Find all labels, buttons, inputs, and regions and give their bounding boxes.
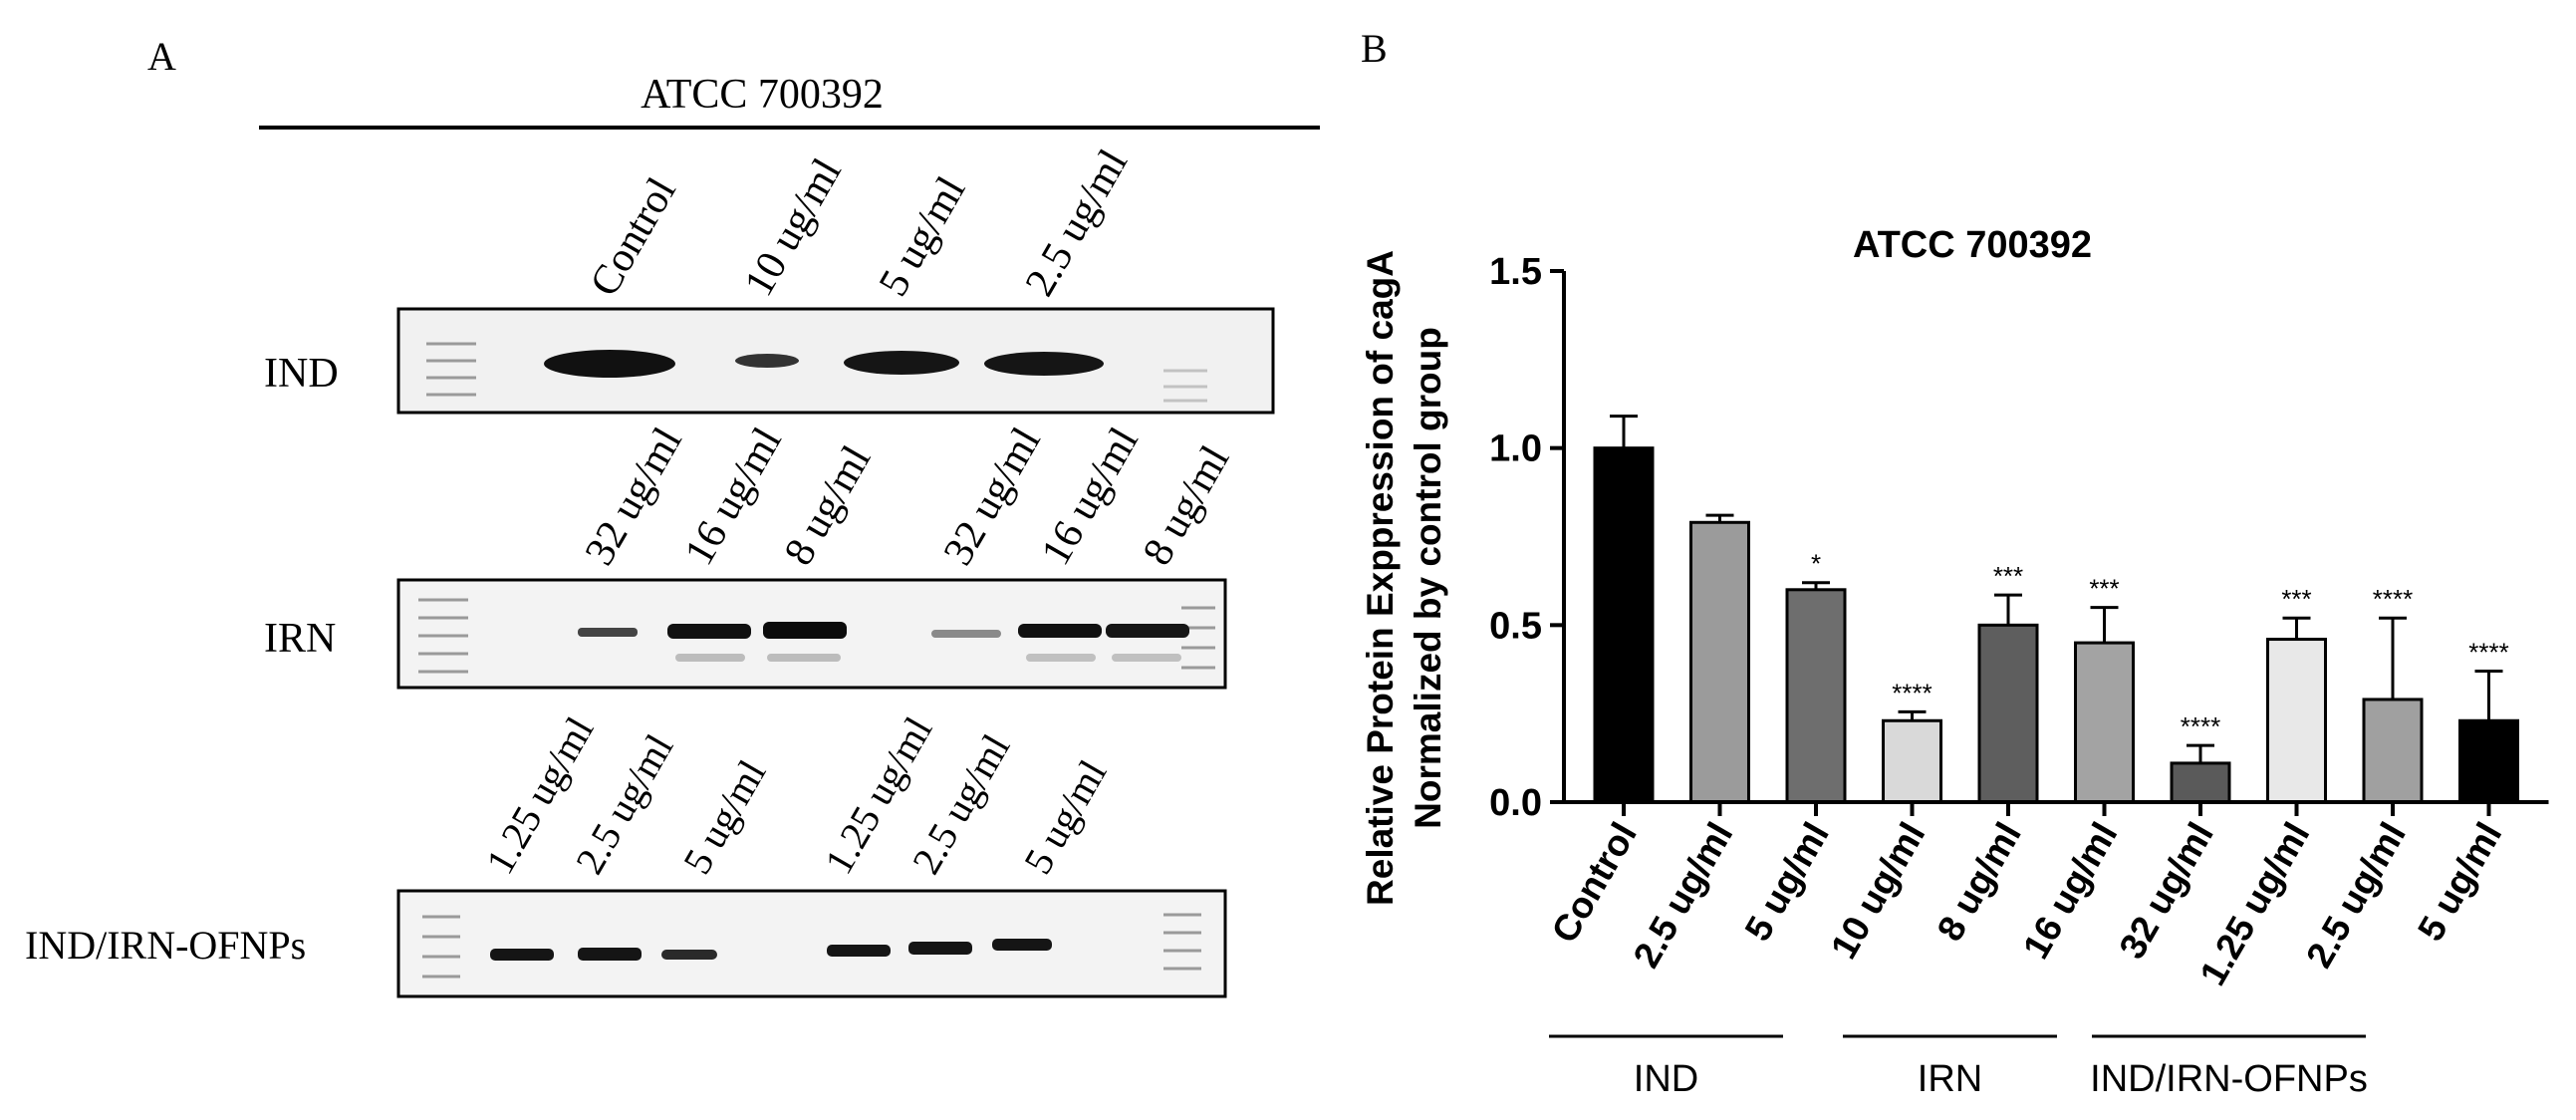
bar — [2266, 638, 2327, 804]
y-tick-label: 1.5 — [1489, 251, 1542, 293]
panel-b-letter: B — [1361, 26, 1388, 71]
x-tick-label: Control — [1544, 816, 1645, 950]
lane-label: 16 ug/ml — [1033, 420, 1148, 573]
x-tick-label: 5 ug/ml — [2410, 816, 2509, 949]
ladder-left — [418, 598, 468, 674]
band — [667, 624, 751, 639]
significance-label: * — [1811, 549, 1821, 579]
group-label: IND — [1634, 1058, 1698, 1100]
y-axis-label-line2: Normalized by control group — [1408, 327, 1448, 829]
band — [735, 354, 799, 368]
blot-ind-frame — [396, 307, 1275, 415]
band — [578, 628, 638, 637]
band — [1106, 624, 1189, 638]
bar — [1593, 446, 1655, 804]
bar — [2074, 641, 2135, 804]
strain-title: ATCC 700392 — [641, 72, 884, 118]
band — [490, 949, 554, 961]
band — [931, 630, 1001, 638]
band — [763, 622, 847, 639]
blot-ofnps-frame — [396, 889, 1227, 998]
ladder-right — [1163, 369, 1207, 403]
ladder-right — [1181, 606, 1215, 670]
bar — [2458, 718, 2519, 804]
group-label: IRN — [1918, 1058, 1982, 1100]
band — [827, 945, 891, 957]
ladder-right — [1163, 913, 1201, 971]
bar — [1882, 718, 1942, 804]
significance-label: *** — [1993, 561, 2023, 591]
blot-label-irn: IRN — [264, 616, 336, 662]
blot-label-ofnps: IND/IRN-OFNPs — [25, 923, 306, 968]
x-tick-label: 32 ug/ml — [2111, 816, 2221, 966]
blot-irn — [396, 578, 1227, 690]
significance-label: *** — [2089, 574, 2119, 604]
x-tick-label: 5 ug/ml — [1737, 816, 1837, 949]
bar — [1689, 520, 1750, 804]
lane-label: 10 ug/ml — [736, 151, 851, 304]
blot-ofnps — [396, 889, 1227, 998]
blot-label-ind: IND — [264, 351, 339, 397]
band — [984, 352, 1104, 376]
bar — [1977, 623, 2039, 804]
band — [908, 942, 972, 955]
lane-label: Control — [582, 170, 685, 304]
lane-label: 5 ug/ml — [871, 169, 975, 304]
band — [578, 948, 642, 961]
x-tick-label: 16 ug/ml — [2015, 816, 2126, 966]
y-tick-label: 1.0 — [1489, 428, 1542, 470]
ladder-left — [422, 915, 460, 979]
lane-label: 2.5 ug/ml — [1017, 142, 1137, 304]
significance-label: **** — [1892, 678, 1932, 707]
lane-label: 32 ug/ml — [577, 420, 691, 573]
lane-label: 8 ug/ml — [1135, 438, 1239, 573]
band — [1112, 654, 1181, 662]
group-label: IND/IRN-OFNPs — [2090, 1058, 2368, 1100]
x-tick-label: 2.5 ug/ml — [2298, 816, 2414, 975]
bar — [2362, 698, 2424, 804]
panel-b: B ATCC 700392 Relative Protein Exppressi… — [1360, 26, 2549, 1100]
band — [992, 939, 1052, 951]
band — [675, 654, 745, 662]
lane-label: 5 ug/ml — [1015, 752, 1116, 881]
band — [767, 654, 841, 662]
bar — [1785, 588, 1847, 804]
x-tick-label: 10 ug/ml — [1823, 816, 1933, 966]
band — [1018, 624, 1102, 638]
significance-label: **** — [2373, 584, 2413, 614]
y-tick-label: 0.5 — [1489, 605, 1542, 647]
significance-label: *** — [2281, 584, 2311, 614]
x-tick-label: 8 ug/ml — [1930, 816, 2029, 949]
panel-a: A ATCC 700392 IND IRN IND/IRN-OFNPs Cont… — [25, 34, 1320, 998]
lane-label: 16 ug/ml — [676, 420, 791, 573]
panel-a-letter: A — [147, 34, 176, 79]
lane-label: 8 ug/ml — [776, 438, 881, 573]
band — [544, 350, 675, 378]
significance-label: **** — [2181, 711, 2220, 741]
bar — [2170, 761, 2231, 804]
ladder-left — [426, 342, 476, 397]
y-axis-label-line1: Relative Protein Exppression of cagA — [1360, 250, 1401, 906]
band — [1026, 654, 1096, 662]
band — [661, 950, 717, 960]
lane-label: 5 ug/ml — [674, 752, 775, 881]
y-tick-label: 0.0 — [1489, 782, 1542, 824]
x-tick-label: 2.5 ug/ml — [1626, 816, 1741, 975]
significance-label: **** — [2468, 638, 2508, 668]
blot-ind — [396, 307, 1275, 415]
chart-title: ATCC 700392 — [1853, 224, 2092, 266]
band — [844, 351, 959, 375]
